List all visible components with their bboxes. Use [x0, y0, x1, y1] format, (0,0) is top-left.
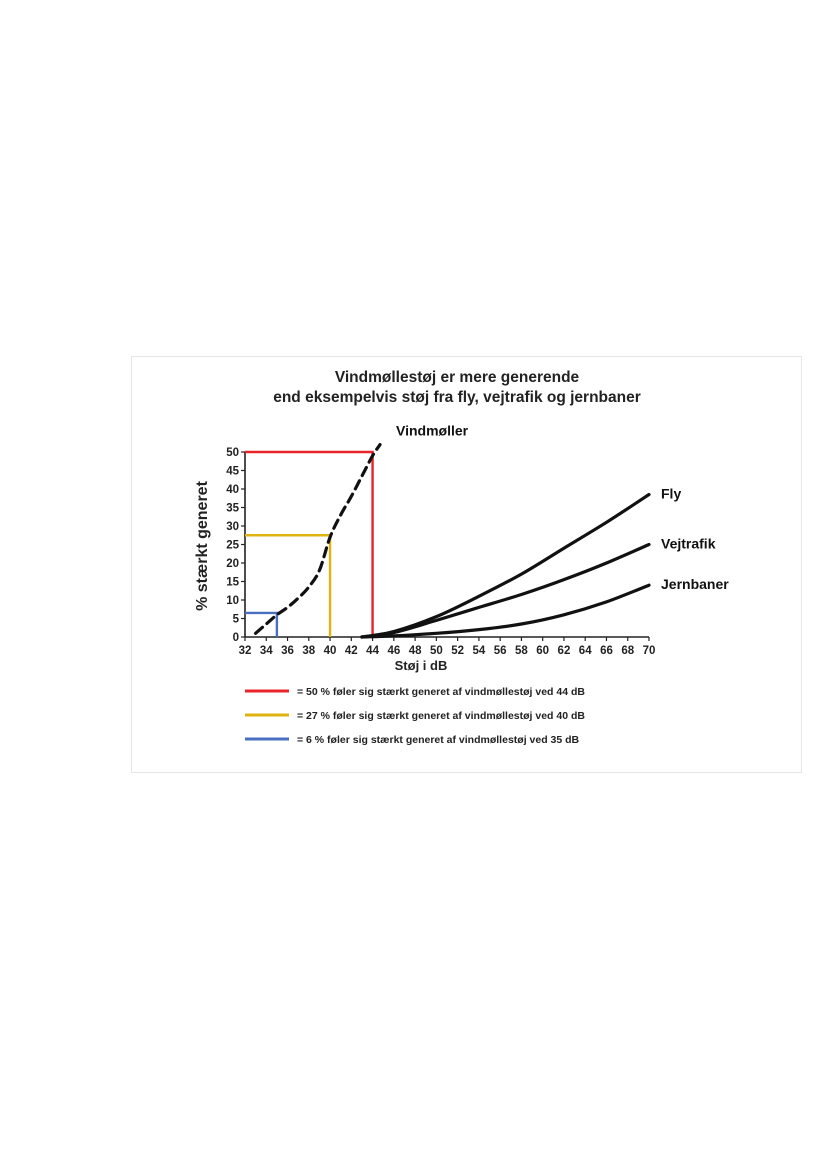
- x-tick-label: 36: [281, 645, 294, 657]
- y-tick-label: 45: [226, 466, 239, 478]
- reference-line-35db: [245, 611, 279, 637]
- y-tick-label: 10: [226, 595, 239, 607]
- series-labels: Vindmøller Fly Vejtrafik Jernbaner: [396, 423, 729, 593]
- x-tick-label: 66: [600, 645, 613, 657]
- x-tick-label: 44: [366, 645, 379, 657]
- y-tick-label: 20: [226, 558, 239, 570]
- series-line-vindm-ller: [254, 443, 382, 635]
- chart-subtitle: end eksempelvis støj fra fly, vejtrafik …: [273, 389, 641, 406]
- chart-figure: Vindmøllestøj er mere generende end ekse…: [131, 356, 802, 773]
- x-tick-label: 32: [239, 645, 252, 657]
- legend-entry: = 6 % føler sig stærkt generet af vindmø…: [297, 734, 580, 746]
- legend-entry: = 27 % føler sig stærkt generet af vindm…: [297, 710, 585, 722]
- x-ticks: 32 34 36 38 40 42 44 46 48 50 52 54 56 58 60 62 64 66 68 70: [239, 637, 656, 657]
- series-label-jernbaner: Jernbaner: [661, 576, 729, 592]
- series-line-vejtrafik: [360, 542, 651, 639]
- series-lines: [254, 443, 651, 639]
- y-axis-title: % stærkt generet: [194, 480, 211, 610]
- y-tick-label: 0: [233, 632, 239, 644]
- x-tick-label: 58: [515, 645, 528, 657]
- x-tick-label: 42: [345, 645, 358, 657]
- x-tick-label: 34: [260, 645, 273, 657]
- x-tick-label: 60: [536, 645, 549, 657]
- y-ticks: 0 5 10 15 20 25 30 35 40 45 50: [226, 447, 245, 644]
- series-label-vindm-ller: Vindmøller: [396, 423, 469, 439]
- x-tick-label: 50: [430, 645, 443, 657]
- x-tick-label: 46: [387, 645, 400, 657]
- chart-title: Vindmøllestøj er mere generende: [335, 369, 580, 386]
- series-label-fly: Fly: [661, 486, 681, 502]
- x-tick-label: 48: [409, 645, 422, 657]
- x-tick-label: 52: [451, 645, 464, 657]
- series-label-vejtrafik: Vejtrafik: [661, 536, 716, 552]
- x-tick-label: 64: [579, 645, 592, 657]
- x-axis-title: Støj i dB: [395, 658, 448, 673]
- y-tick-label: 40: [226, 484, 239, 496]
- series-line-jernbaner: [360, 583, 651, 639]
- y-tick-label: 50: [226, 447, 239, 459]
- legend: = 50 % føler sig stærkt generet af vindm…: [245, 686, 585, 746]
- x-tick-label: 38: [302, 645, 315, 657]
- y-tick-label: 15: [226, 577, 239, 589]
- reference-line-40db: [245, 534, 332, 637]
- y-tick-label: 35: [226, 503, 239, 515]
- x-tick-label: 62: [558, 645, 571, 657]
- reference-line-44db: [245, 450, 374, 637]
- series-line-fly: [360, 492, 651, 639]
- x-tick-label: 70: [643, 645, 656, 657]
- x-tick-label: 56: [494, 645, 507, 657]
- y-tick-label: 25: [226, 540, 239, 552]
- x-tick-label: 40: [324, 645, 337, 657]
- y-tick-label: 30: [226, 521, 239, 533]
- reference-lines: [245, 450, 374, 637]
- y-tick-label: 5: [233, 614, 240, 626]
- x-tick-label: 68: [621, 645, 634, 657]
- legend-entry: = 50 % føler sig stærkt generet af vindm…: [297, 686, 585, 698]
- x-tick-label: 54: [472, 645, 485, 657]
